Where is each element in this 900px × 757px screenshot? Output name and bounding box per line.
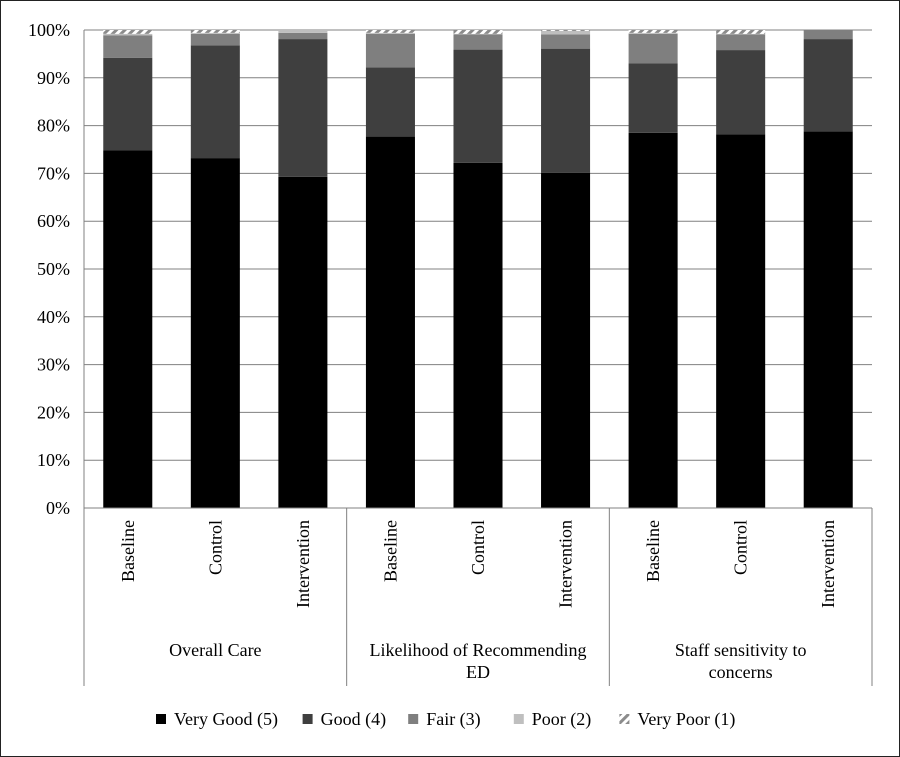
bar-segment <box>541 34 591 49</box>
bar-segment <box>453 49 503 163</box>
bar-segment <box>365 32 415 34</box>
bar-segment <box>365 33 415 68</box>
x-tick-label: Intervention <box>293 520 313 608</box>
x-tick-label: Baseline <box>118 520 138 582</box>
legend: Very Good (5) Good (4) Fair (3) Poor (2) Ver… <box>156 709 735 730</box>
bar-segment <box>103 35 153 58</box>
bar-segment <box>628 33 678 64</box>
bar-segment <box>190 32 240 34</box>
bar-segment <box>365 136 415 508</box>
bar-segment <box>803 131 853 508</box>
bar-segment <box>803 30 853 40</box>
x-tick-label: Baseline <box>643 520 663 582</box>
legend-label: Very Poor (1) <box>637 709 735 730</box>
x-tick-label: Intervention <box>556 520 576 608</box>
x-tick-label: Control <box>468 520 488 575</box>
bar-segment <box>278 39 328 177</box>
bar-segment <box>365 67 415 137</box>
bar-segment <box>541 30 591 35</box>
y-tick-label: 60% <box>37 211 70 231</box>
y-tick-label: 40% <box>37 307 70 327</box>
y-tick-label: 80% <box>37 116 70 136</box>
y-tick-label: 90% <box>37 68 70 88</box>
group-label: Likelihood of Recommending ED <box>370 640 587 682</box>
y-tick-label: 0% <box>46 498 70 518</box>
y-tick-label: 100% <box>28 20 70 40</box>
legend-swatch <box>513 714 524 724</box>
bar-segment <box>541 48 591 173</box>
bar-segment <box>541 30 591 31</box>
legend-label: Fair (3) <box>426 709 480 730</box>
y-axis-tick-labels: 0% 10% 20% 30% 40% 50% 60% 70% 80% 90% 100% <box>28 20 70 518</box>
bar-segment <box>716 50 766 135</box>
legend-label: Poor (2) <box>532 709 592 730</box>
bar-segment <box>628 132 678 508</box>
legend-swatch <box>408 714 419 724</box>
group-label: Overall Care <box>169 640 261 660</box>
x-tick-label: Baseline <box>380 520 400 582</box>
x-axis-labels: Baseline Control Intervention Overall Care B… <box>83 508 873 686</box>
group-label: Staff sensitivity to concerns <box>675 640 807 682</box>
bar-segment <box>278 32 328 40</box>
bar-segment <box>103 33 153 36</box>
axes <box>83 30 872 509</box>
bar-segment <box>103 150 153 508</box>
y-tick-label: 30% <box>37 355 70 375</box>
x-tick-label: Control <box>205 520 225 575</box>
bar-segment <box>716 34 766 51</box>
bar-segment <box>803 39 853 132</box>
bar-segment <box>453 162 503 508</box>
legend-swatch <box>156 714 166 724</box>
bar-segment <box>190 158 240 508</box>
bar-segment <box>453 30 503 34</box>
bar-segment <box>628 63 678 133</box>
bar-segment <box>278 176 328 508</box>
legend-label: Good (4) <box>321 709 387 730</box>
bar-segment <box>190 33 240 46</box>
y-tick-label: 20% <box>37 402 70 422</box>
bar-segment <box>628 30 678 33</box>
x-tick-label: Control <box>731 520 751 575</box>
legend-swatch <box>619 714 630 724</box>
legend-label: Very Good (5) <box>174 709 278 730</box>
bar-segment <box>628 32 678 34</box>
legend-swatch <box>302 714 313 724</box>
bar-segment <box>190 30 240 33</box>
bar-segment <box>103 57 153 151</box>
bar-segment <box>541 172 591 508</box>
bar-segment <box>716 30 766 34</box>
bar-segment <box>278 30 328 33</box>
y-tick-label: 10% <box>37 450 70 470</box>
bar-segment <box>190 45 240 159</box>
y-tick-label: 70% <box>37 163 70 183</box>
bar-segment <box>453 34 503 50</box>
bar-segment <box>103 30 153 34</box>
bars <box>103 30 853 509</box>
bar-segment <box>365 30 415 33</box>
y-tick-label: 50% <box>37 259 70 279</box>
x-tick-label: Intervention <box>818 520 838 608</box>
bar-segment <box>716 134 766 509</box>
